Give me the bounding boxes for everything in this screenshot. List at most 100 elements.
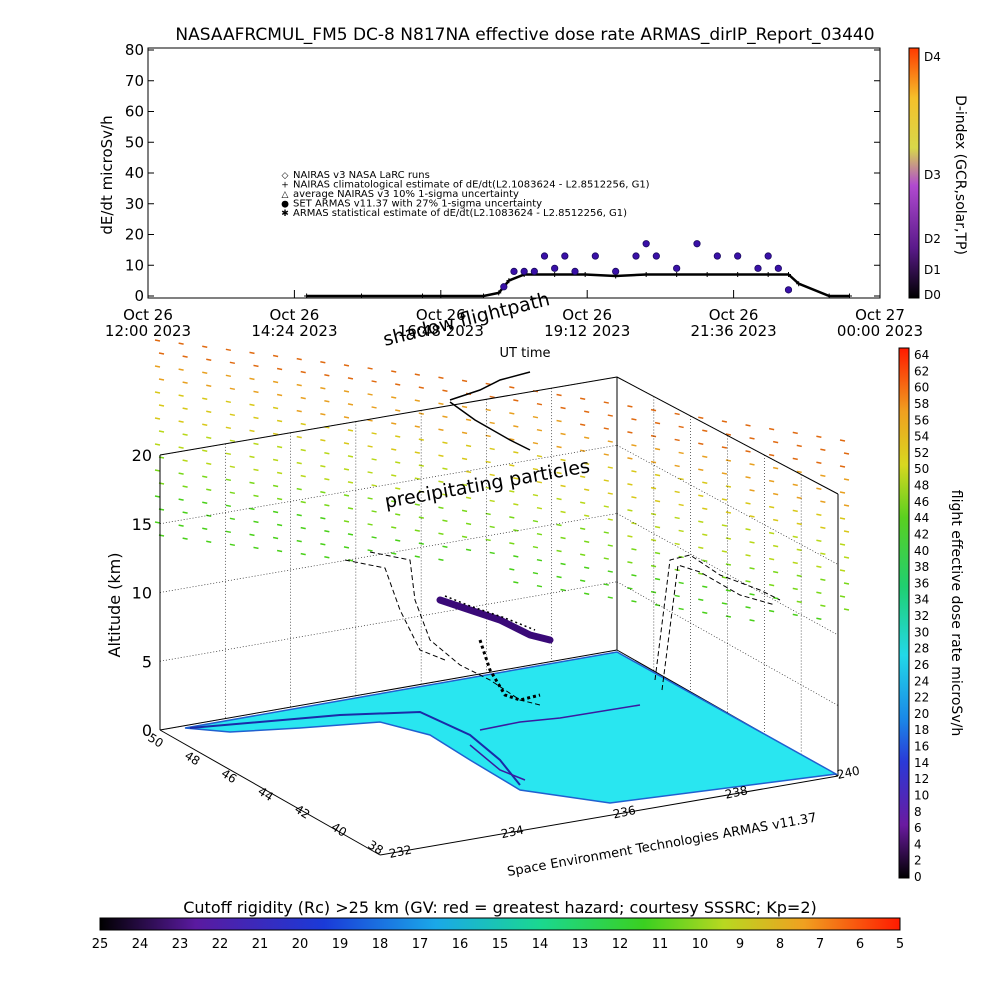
latitude-tick-label: 42 [292, 802, 312, 822]
particle-mark [276, 367, 283, 371]
particle-mark [438, 506, 444, 509]
particle-mark [698, 520, 704, 523]
particle-mark [300, 526, 306, 530]
nairas-point [704, 271, 710, 277]
legend-symbol: △ [282, 190, 289, 200]
particle-mark [414, 373, 420, 376]
particle-mark [391, 422, 397, 425]
particle-mark [249, 507, 255, 511]
particle-mark [347, 403, 354, 406]
armas-point [784, 286, 793, 294]
particle-mark [772, 518, 779, 522]
particle-mark [296, 435, 302, 439]
particle-mark [820, 526, 826, 529]
particle-mark [182, 381, 188, 384]
particle-mark [206, 540, 212, 543]
particle-mark [485, 486, 491, 490]
particle-mark [650, 408, 657, 412]
particle-mark [580, 579, 586, 583]
longitude-tick-label: 240 [836, 763, 861, 781]
particle-mark [631, 470, 637, 473]
particle-mark [272, 380, 279, 384]
dose-tick-label: 18 [914, 723, 929, 737]
particle-mark [465, 522, 472, 526]
particle-mark [698, 416, 704, 419]
particle-mark [371, 432, 377, 435]
rc-tick-label: 5 [896, 937, 904, 952]
particle-mark [580, 553, 586, 557]
top-y-tick-label: 50 [125, 133, 144, 151]
particle-mark [438, 454, 444, 457]
particle-mark [324, 451, 330, 455]
particle-mark [725, 459, 732, 462]
particle-mark [509, 386, 515, 389]
particle-mark [229, 517, 236, 521]
armas-point [571, 267, 579, 275]
particle-mark [461, 535, 468, 539]
particle-mark [391, 552, 397, 555]
right-wall-shadow-path [654, 554, 781, 681]
particle-mark [414, 529, 420, 532]
particle-mark [206, 410, 212, 413]
nairas-point [765, 271, 771, 277]
dose-tick-label: 28 [914, 642, 929, 656]
dose-tick-label: 22 [914, 691, 929, 705]
longitude-tick-label: 238 [724, 783, 749, 801]
particle-mark [702, 455, 708, 458]
particle-mark [584, 540, 590, 544]
particle-mark [698, 546, 704, 549]
particle-mark [650, 460, 657, 464]
particle-mark [560, 562, 566, 566]
armas-point [754, 264, 762, 272]
top-x-tick-label-time: 14:24 2023 [251, 322, 337, 340]
particle-mark [768, 479, 775, 483]
particle-mark [249, 455, 255, 459]
particle-mark [560, 432, 566, 436]
particle-mark [772, 440, 779, 444]
particle-mark [509, 542, 515, 545]
particle-mark [178, 420, 184, 423]
particle-mark [202, 423, 208, 426]
particle-mark [631, 600, 637, 603]
particle-mark [300, 552, 306, 556]
particle-mark [721, 576, 728, 579]
armas-point [591, 252, 599, 260]
particle-mark [391, 448, 397, 451]
particle-mark [560, 588, 566, 592]
particle-mark [509, 516, 515, 519]
armas-point [500, 283, 508, 291]
top-x-tick-label-date: Oct 26 [709, 306, 759, 324]
particle-mark [721, 446, 728, 449]
rc-tick-label: 24 [132, 937, 149, 952]
particle-mark [627, 535, 633, 538]
latitude-tick-label: 44 [255, 784, 275, 804]
particle-mark [296, 487, 302, 491]
particle-mark [320, 542, 326, 546]
nairas-point [826, 293, 832, 299]
particle-mark [343, 442, 350, 445]
particle-mark [654, 551, 661, 555]
armas-point [632, 252, 640, 260]
particle-mark [154, 495, 161, 498]
top-y-tick-label: 40 [125, 164, 144, 182]
rc-tick-label: 21 [252, 937, 269, 952]
nairas-point [481, 293, 486, 299]
particle-mark [324, 555, 330, 559]
particle-mark [702, 481, 708, 484]
particle-mark [182, 485, 188, 488]
dose-tick-label: 56 [914, 413, 929, 427]
particle-mark [698, 572, 704, 575]
particle-mark [272, 406, 279, 410]
particle-mark [631, 418, 637, 421]
particle-mark [792, 587, 798, 591]
particle-mark [154, 521, 161, 524]
particle-mark [560, 406, 566, 410]
particle-mark [631, 496, 637, 499]
particle-mark [603, 505, 609, 508]
nairas-point [735, 271, 741, 277]
particle-mark [650, 538, 657, 542]
particle-mark [206, 358, 212, 361]
particle-mark [465, 418, 472, 422]
particle-mark [300, 370, 306, 374]
particle-mark [820, 578, 826, 581]
